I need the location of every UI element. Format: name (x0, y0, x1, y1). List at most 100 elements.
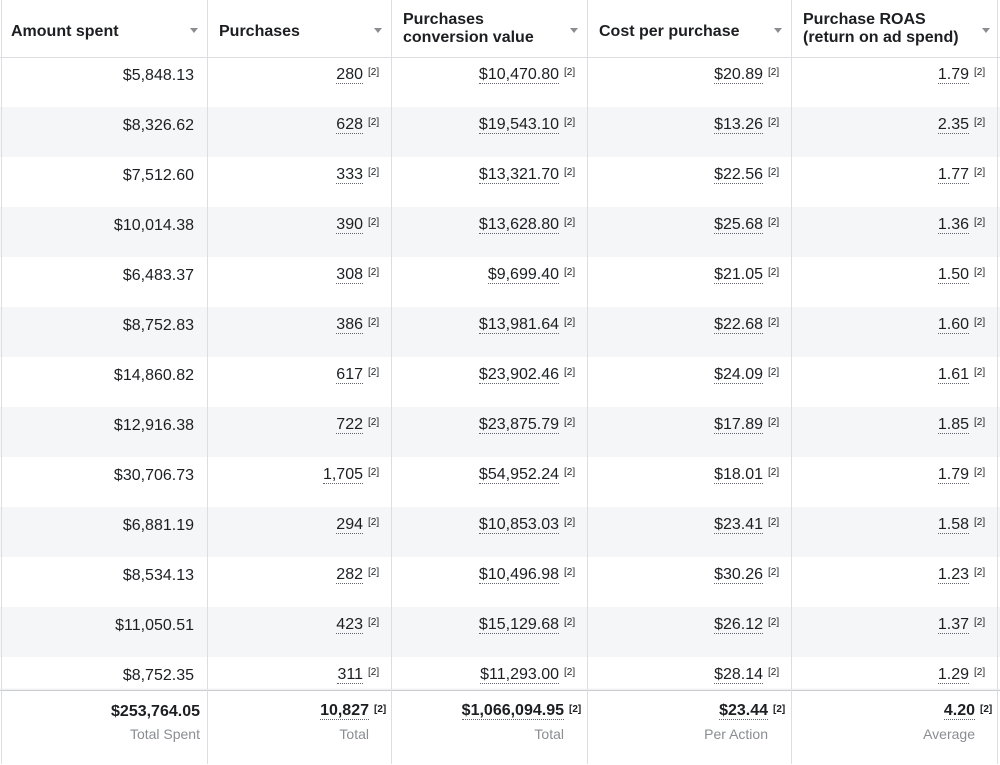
cell-purchases[interactable]: 722 (336, 416, 363, 434)
cell-purchases[interactable]: 282 (336, 566, 363, 584)
footnote-marker: [2] (564, 367, 576, 378)
column-header-label: Purchases conversion value (403, 11, 534, 46)
cell-conversion-value[interactable]: $13,321.70 (478, 166, 559, 184)
footnote-marker: [2] (974, 217, 986, 228)
table-row: $30,706.73 1,705 [2] $54,952.24 [2] $18.01 [2]… (0, 457, 1000, 507)
footnote-marker: [2] (974, 567, 986, 578)
cell-conversion-value[interactable]: $10,470.80 (478, 66, 559, 84)
footnote-marker: [2] (368, 417, 380, 428)
cell-purchase-roas[interactable]: 1.79 (937, 466, 969, 484)
cell-purchase-roas[interactable]: 1.58 (937, 516, 969, 534)
cell-purchase-roas[interactable]: 2.35 (937, 116, 969, 134)
footnote-marker: [2] (368, 167, 380, 178)
cell-cost-per-purchase[interactable]: $24.09 (714, 366, 763, 384)
column-header-amount-spent[interactable]: Amount spent (0, 0, 208, 57)
cell-conversion-value[interactable]: $13,628.80 (478, 216, 559, 234)
total-conversion-value-label: Total (534, 726, 564, 742)
footnote-marker: [2] (974, 267, 986, 278)
footnote-marker: [2] (768, 167, 780, 178)
cell-purchase-roas[interactable]: 1.29 (937, 666, 969, 684)
cell-purchase-roas[interactable]: 1.61 (937, 366, 969, 384)
sort-caret-icon[interactable] (982, 28, 990, 33)
cell-amount-spent: $8,752.35 (122, 667, 194, 684)
total-cost-per-purchase[interactable]: $23.44 (719, 702, 768, 720)
footnote-marker: [2] (368, 317, 380, 328)
footnote-marker: [2] (368, 117, 380, 128)
footnote-marker: [2] (768, 467, 780, 478)
column-divider (1, 0, 2, 764)
cell-cost-per-purchase[interactable]: $30.26 (714, 566, 763, 584)
column-divider (587, 0, 588, 764)
cell-conversion-value[interactable]: $13,981.64 (478, 316, 559, 334)
footnote-marker: [2] (768, 417, 780, 428)
cell-cost-per-purchase[interactable]: $20.89 (714, 66, 763, 84)
cell-cost-per-purchase[interactable]: $22.68 (714, 316, 763, 334)
cell-purchases[interactable]: 1,705 (322, 466, 363, 484)
column-divider (391, 0, 392, 764)
cell-purchases[interactable]: 311 (337, 666, 363, 684)
footnote-marker: [2] (768, 317, 780, 328)
total-purchases-label: Total (339, 726, 369, 742)
sort-caret-icon[interactable] (774, 28, 782, 33)
cell-purchases[interactable]: 294 (336, 516, 363, 534)
table-row: $6,483.37 308 [2] $9,699.40 [2] $21.05 [2] 1.50… (0, 257, 1000, 307)
cell-amount-spent: $11,050.51 (115, 617, 194, 634)
cell-purchases[interactable]: 390 (336, 216, 363, 234)
cell-conversion-value[interactable]: $10,853.03 (478, 516, 559, 534)
total-purchases[interactable]: 10,827 (320, 702, 369, 720)
cell-conversion-value[interactable]: $10,496.98 (478, 566, 559, 584)
cell-purchases[interactable]: 617 (336, 366, 363, 384)
cell-cost-per-purchase[interactable]: $13.26 (714, 116, 763, 134)
footnote-marker: [2] (368, 617, 380, 628)
cell-purchase-roas[interactable]: 1.77 (937, 166, 969, 184)
cell-purchase-roas[interactable]: 1.50 (937, 266, 969, 284)
cell-purchase-roas[interactable]: 1.23 (937, 566, 969, 584)
cell-purchase-roas[interactable]: 1.79 (937, 66, 969, 84)
cell-conversion-value[interactable]: $9,699.40 (487, 266, 559, 284)
cell-cost-per-purchase[interactable]: $18.01 (714, 466, 763, 484)
cell-purchases[interactable]: 423 (336, 616, 363, 634)
column-divider (207, 0, 208, 764)
column-header-purchases[interactable]: Purchases (208, 0, 392, 57)
footnote-marker: [2] (974, 317, 986, 328)
cell-cost-per-purchase[interactable]: $17.89 (714, 416, 763, 434)
footnote-marker: [2] (564, 517, 576, 528)
cell-purchases[interactable]: 280 (336, 66, 363, 84)
cell-purchases[interactable]: 333 (336, 166, 363, 184)
cell-purchases[interactable]: 628 (336, 116, 363, 134)
cell-purchase-roas[interactable]: 1.36 (937, 216, 969, 234)
cell-conversion-value[interactable]: $11,293.00 (480, 666, 559, 684)
cell-purchase-roas[interactable]: 1.37 (937, 616, 969, 634)
cell-cost-per-purchase[interactable]: $26.12 (714, 616, 763, 634)
cell-cost-per-purchase[interactable]: $23.41 (714, 516, 763, 534)
footnote-marker: [2] (374, 704, 387, 715)
cell-purchases[interactable]: 308 (336, 266, 363, 284)
cell-conversion-value[interactable]: $15,129.68 (478, 616, 559, 634)
cell-conversion-value[interactable]: $23,875.79 (478, 416, 559, 434)
cell-amount-spent: $8,326.62 (122, 117, 194, 134)
cell-cost-per-purchase[interactable]: $22.56 (714, 166, 763, 184)
cell-conversion-value[interactable]: $23,902.46 (478, 366, 559, 384)
total-conversion-value[interactable]: $1,066,094.95 (461, 702, 564, 720)
cell-cost-per-purchase[interactable]: $21.05 (714, 266, 763, 284)
column-header-cost-per-purchase[interactable]: Cost per purchase (588, 0, 792, 57)
cell-conversion-value[interactable]: $19,543.10 (478, 116, 559, 134)
sort-caret-icon[interactable] (570, 28, 578, 33)
total-purchase-roas[interactable]: 4.20 (943, 702, 975, 720)
column-header-purchase-roas[interactable]: Purchase ROAS (return on ad spend) (792, 0, 1000, 57)
cell-amount-spent: $10,014.38 (113, 217, 194, 234)
footnote-marker: [2] (768, 567, 780, 578)
cell-purchase-roas[interactable]: 1.85 (937, 416, 969, 434)
column-header-conversion-value[interactable]: Purchases conversion value (392, 0, 588, 57)
footnote-marker: [2] (564, 317, 576, 328)
cell-purchases[interactable]: 386 (336, 316, 363, 334)
sort-caret-icon[interactable] (190, 28, 198, 33)
table-row: $6,881.19 294 [2] $10,853.03 [2] $23.41 [2] 1.5… (0, 507, 1000, 557)
sort-caret-icon[interactable] (374, 28, 382, 33)
cell-cost-per-purchase[interactable]: $28.14 (714, 666, 763, 684)
cell-conversion-value[interactable]: $54,952.24 (478, 466, 559, 484)
cell-purchase-roas[interactable]: 1.60 (937, 316, 969, 334)
cell-cost-per-purchase[interactable]: $25.68 (714, 216, 763, 234)
footnote-marker: [2] (564, 167, 576, 178)
cell-amount-spent: $8,752.83 (122, 317, 194, 334)
